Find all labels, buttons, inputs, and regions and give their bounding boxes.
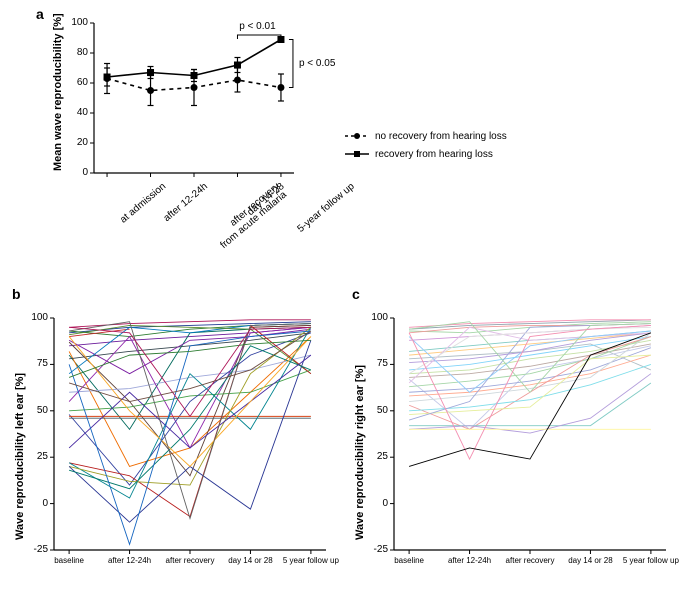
y-axis-label: Mean wave reproducibility [%]: [52, 13, 64, 171]
y-tick-label: 75: [364, 358, 388, 369]
panel-c: [350, 290, 680, 580]
y-tick-label: 50: [24, 405, 48, 416]
significance-label: p < 0.01: [239, 21, 275, 32]
y-tick-label: 100: [24, 312, 48, 323]
significance-label: p < 0.05: [299, 58, 335, 69]
legend-marker-square-icon: [345, 148, 369, 160]
x-tick-label: day 14 or 28: [220, 556, 280, 565]
x-tick-label: baseline: [379, 556, 439, 565]
panel-a: [50, 8, 305, 278]
y-axis-label: Wave reproducibility right ear [%]: [354, 365, 366, 540]
x-tick-label: after recovery: [160, 556, 220, 565]
y-tick-label: 0: [64, 167, 88, 178]
panel-b: [10, 290, 340, 580]
legend-marker-circle-icon: [345, 130, 369, 142]
y-tick-label: 100: [64, 17, 88, 28]
y-tick-label: -25: [24, 544, 48, 555]
x-tick-label: baseline: [39, 556, 99, 565]
y-tick-label: 75: [24, 358, 48, 369]
panel-label-a: a: [36, 6, 44, 22]
x-tick-label: 5 year follow up: [621, 556, 681, 565]
legend-label: no recovery from hearing loss: [375, 131, 507, 142]
y-tick-label: 0: [24, 498, 48, 509]
legend-label: recovery from hearing loss: [375, 149, 493, 160]
y-axis-label: Wave reproducibility left ear [%]: [14, 373, 26, 540]
y-tick-label: 80: [64, 47, 88, 58]
legend-item-recovery: recovery from hearing loss: [345, 148, 507, 160]
x-tick-label: 5 year follow up: [281, 556, 341, 565]
panel-a-legend: no recovery from hearing loss recovery f…: [345, 130, 507, 166]
y-tick-label: 50: [364, 405, 388, 416]
y-tick-label: 0: [364, 498, 388, 509]
legend-item-no-recovery: no recovery from hearing loss: [345, 130, 507, 142]
x-tick-label: after 12-24h: [100, 556, 160, 565]
y-tick-label: 25: [364, 451, 388, 462]
x-tick-label: day 14 or 28: [560, 556, 620, 565]
y-tick-label: 60: [64, 77, 88, 88]
y-tick-label: -25: [364, 544, 388, 555]
x-tick-label: after 12-24h: [440, 556, 500, 565]
y-tick-label: 40: [64, 107, 88, 118]
y-tick-label: 100: [364, 312, 388, 323]
y-tick-label: 20: [64, 137, 88, 148]
x-tick-label: after recovery: [500, 556, 560, 565]
figure-root: a no recovery from hearing loss recovery…: [0, 0, 685, 591]
y-tick-label: 25: [24, 451, 48, 462]
